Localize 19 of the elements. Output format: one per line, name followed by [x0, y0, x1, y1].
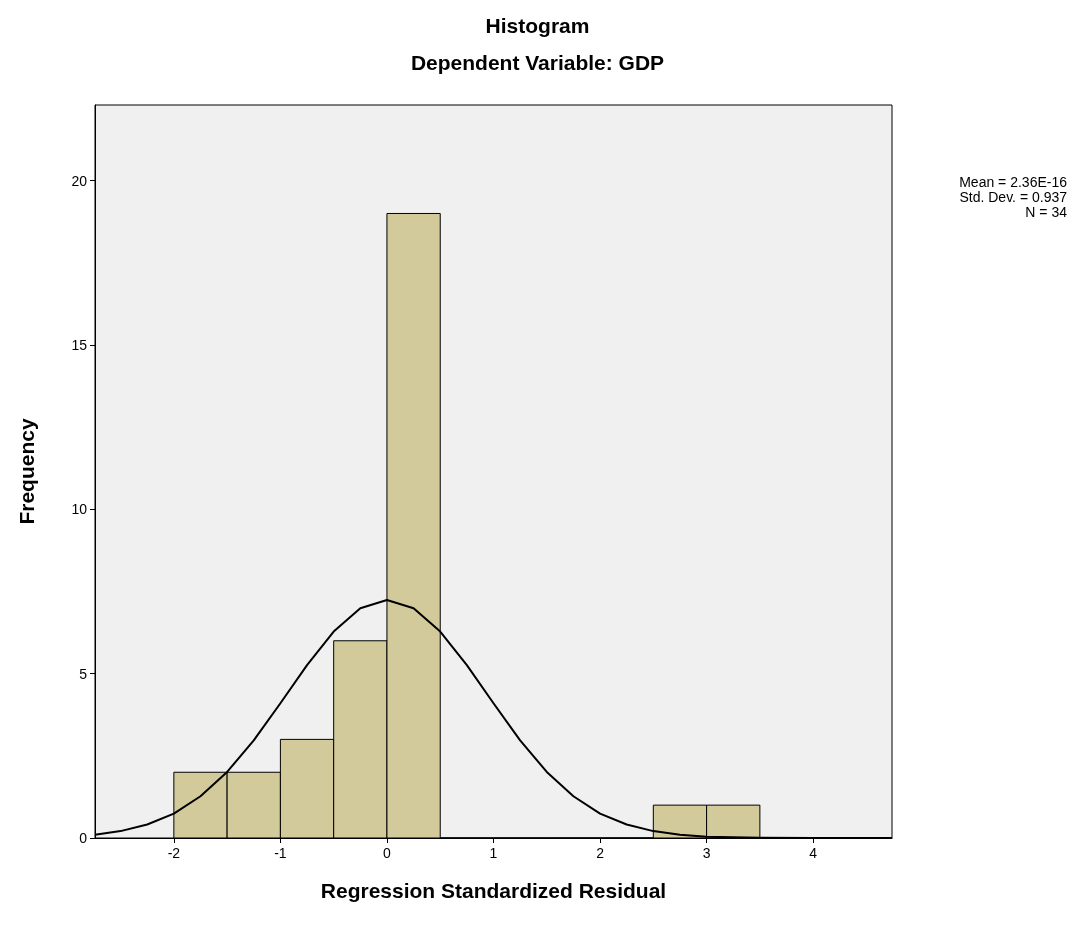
text: Std. Dev. = 0.937: [959, 189, 1068, 205]
y-tick-label: 20: [71, 172, 88, 189]
chart-title: Histogram: [485, 14, 590, 37]
y-tick-label: 15: [71, 336, 88, 353]
y-tick-label: 10: [71, 501, 88, 518]
x-tick-label: 3: [702, 845, 711, 861]
chart-subtitle: Dependent Variable: GDP: [410, 51, 665, 74]
x-tick-label: 2: [596, 845, 605, 861]
x-tick-label: 1: [489, 845, 498, 861]
x-tick-label: 4: [809, 845, 818, 861]
y-axis-title: Frequency: [15, 418, 38, 525]
text: N = 34: [1025, 204, 1068, 220]
x-tick-label: -1: [274, 845, 287, 861]
x-tick-label: 0: [383, 845, 392, 861]
x-tick-label: -2: [167, 845, 181, 861]
y-tick-label: 5: [79, 665, 88, 682]
y-tick-label: 0: [79, 830, 88, 846]
x-axis-title: Regression Standardized Residual: [320, 879, 667, 902]
text: Mean = 2.36E-16: [959, 174, 1068, 190]
